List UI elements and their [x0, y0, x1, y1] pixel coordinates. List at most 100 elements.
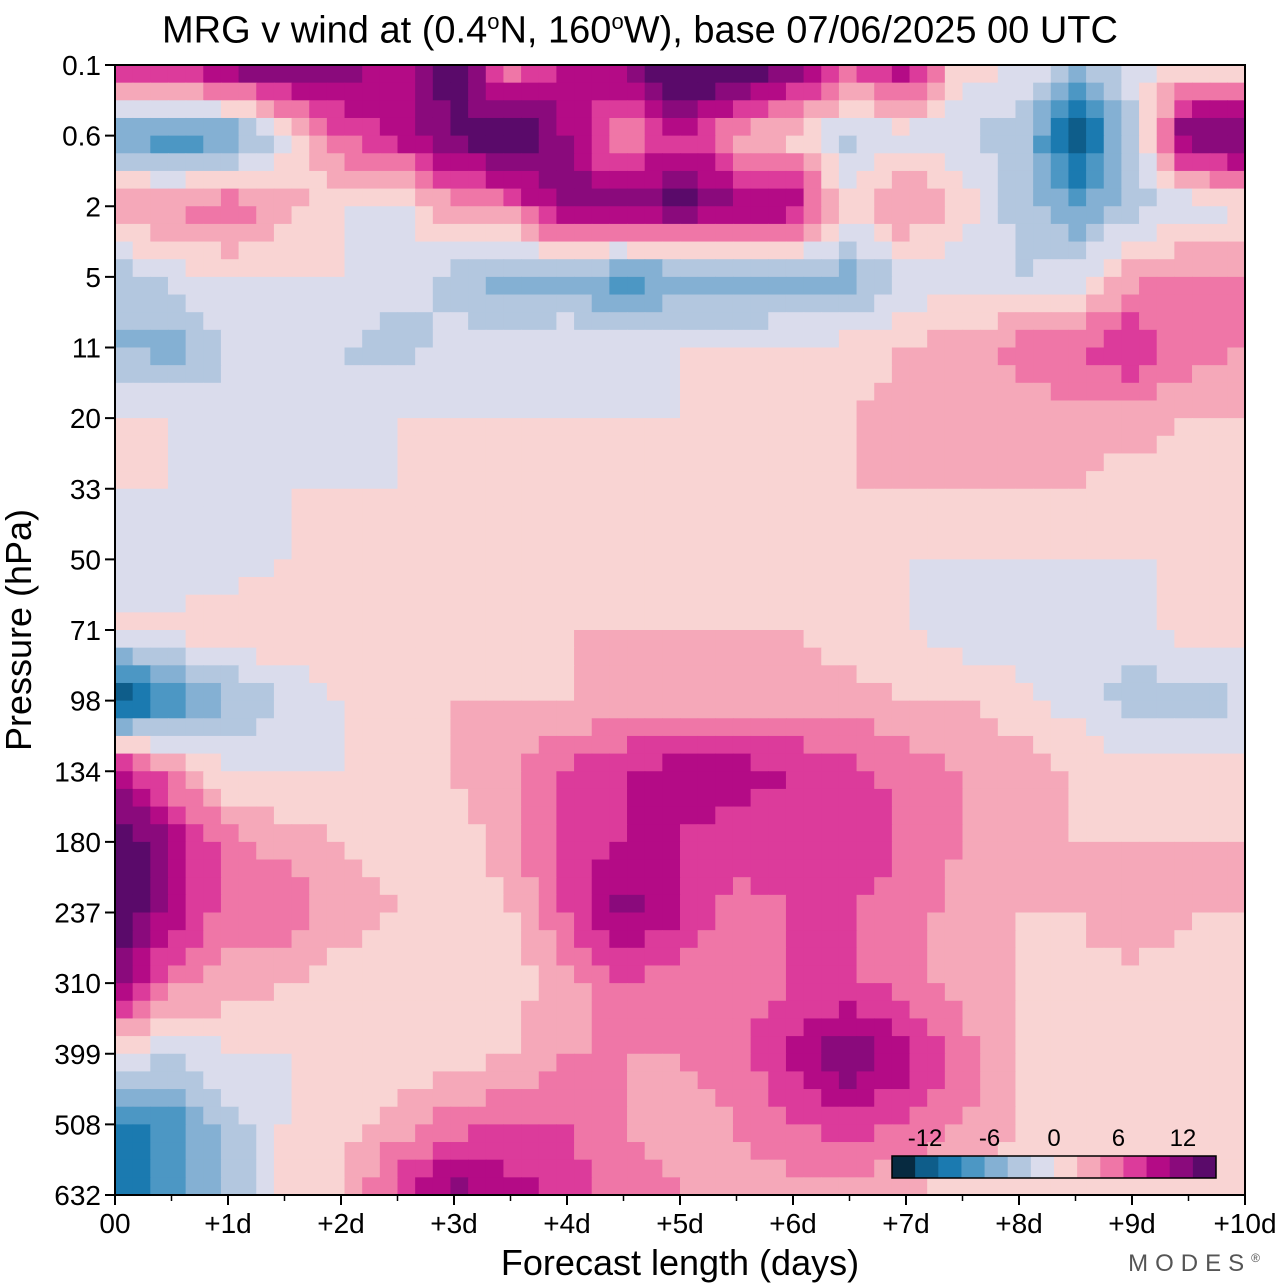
field-cell — [291, 753, 310, 772]
field-cell — [821, 329, 840, 349]
field-cell — [344, 788, 363, 808]
field-cell — [750, 700, 769, 719]
field-cell — [662, 294, 681, 313]
field-cell — [132, 771, 151, 790]
field-cell — [521, 188, 540, 207]
field-cell — [238, 135, 257, 154]
field-cell — [997, 135, 1017, 154]
field-cell — [909, 912, 928, 931]
field-cell — [167, 965, 187, 984]
field-cell — [1227, 100, 1246, 119]
field-cell — [944, 1053, 964, 1073]
field-cell — [680, 100, 699, 119]
field-cell — [538, 206, 558, 225]
field-cell — [856, 188, 875, 207]
field-cell — [203, 771, 222, 790]
field-cell — [415, 1089, 434, 1108]
field-cell — [450, 153, 469, 172]
field-cell — [220, 1159, 240, 1178]
field-cell — [574, 735, 593, 755]
field-cell — [980, 930, 999, 949]
field-cell — [609, 665, 628, 684]
field-cell — [362, 1106, 381, 1125]
field-cell — [185, 365, 204, 384]
field-cell — [115, 382, 134, 402]
field-cell — [838, 735, 858, 755]
field-cell — [750, 594, 769, 613]
field-cell — [1121, 594, 1140, 613]
field-cell — [538, 912, 558, 931]
field-cell — [1050, 1053, 1070, 1073]
field-cell — [980, 170, 999, 190]
field-cell — [644, 647, 663, 666]
field-cell — [1086, 1036, 1105, 1055]
field-cell — [132, 435, 151, 455]
field-cell — [556, 382, 575, 402]
field-cell — [591, 806, 610, 825]
field-cell — [785, 365, 805, 384]
field-cell — [962, 135, 981, 154]
field-cell — [750, 912, 769, 931]
field-cell — [1121, 682, 1140, 702]
field-cell — [379, 1159, 399, 1178]
field-cell — [1209, 947, 1228, 967]
field-cell — [715, 912, 734, 931]
field-cell — [1139, 1036, 1158, 1055]
field-cell — [627, 718, 646, 737]
field-cell — [750, 170, 769, 190]
field-cell — [644, 82, 663, 101]
field-cell — [962, 259, 981, 278]
field-cell — [1033, 577, 1052, 596]
field-cell — [1015, 753, 1034, 772]
field-cell — [627, 577, 646, 596]
field-cell — [627, 541, 646, 560]
field-cell — [150, 894, 169, 914]
field-cell — [150, 135, 169, 154]
field-cell — [821, 630, 840, 649]
field-cell — [803, 859, 822, 878]
field-cell — [521, 418, 540, 437]
field-cell — [927, 912, 946, 931]
field-cell — [591, 135, 610, 154]
field-cell — [468, 594, 487, 613]
field-cell — [609, 718, 628, 737]
field-cell — [1192, 947, 1211, 967]
field-cell — [538, 117, 558, 137]
field-cell — [185, 506, 204, 525]
field-cell — [856, 1036, 875, 1055]
field-cell — [150, 170, 169, 190]
field-cell — [291, 153, 310, 172]
field-cell — [344, 577, 363, 596]
field-cell — [821, 241, 840, 260]
field-cell — [609, 824, 628, 843]
field-cell — [732, 1000, 752, 1020]
field-cell — [220, 82, 240, 101]
field-cell — [927, 206, 946, 225]
field-cell — [821, 753, 840, 772]
field-cell — [291, 1089, 310, 1108]
field-cell — [856, 1018, 875, 1037]
field-cell — [644, 771, 663, 790]
field-cell — [256, 347, 275, 366]
field-cell — [150, 312, 169, 331]
field-cell — [415, 630, 434, 649]
field-cell — [1068, 541, 1087, 560]
field-cell — [291, 312, 310, 331]
field-cell — [309, 612, 328, 631]
field-cell — [468, 700, 487, 719]
field-cell — [362, 294, 381, 313]
field-cell — [344, 223, 363, 243]
field-cell — [821, 824, 840, 843]
field-cell — [185, 1018, 204, 1037]
field-cell — [997, 930, 1017, 949]
field-cell — [874, 1036, 893, 1055]
field-cell — [644, 930, 663, 949]
field-cell — [1015, 665, 1034, 684]
field-cell — [503, 418, 522, 437]
field-cell — [379, 400, 399, 419]
field-cell — [662, 312, 681, 331]
field-cell — [521, 577, 540, 596]
field-cell — [838, 435, 858, 455]
field-cell — [1209, 859, 1228, 878]
field-cell — [1174, 382, 1193, 402]
